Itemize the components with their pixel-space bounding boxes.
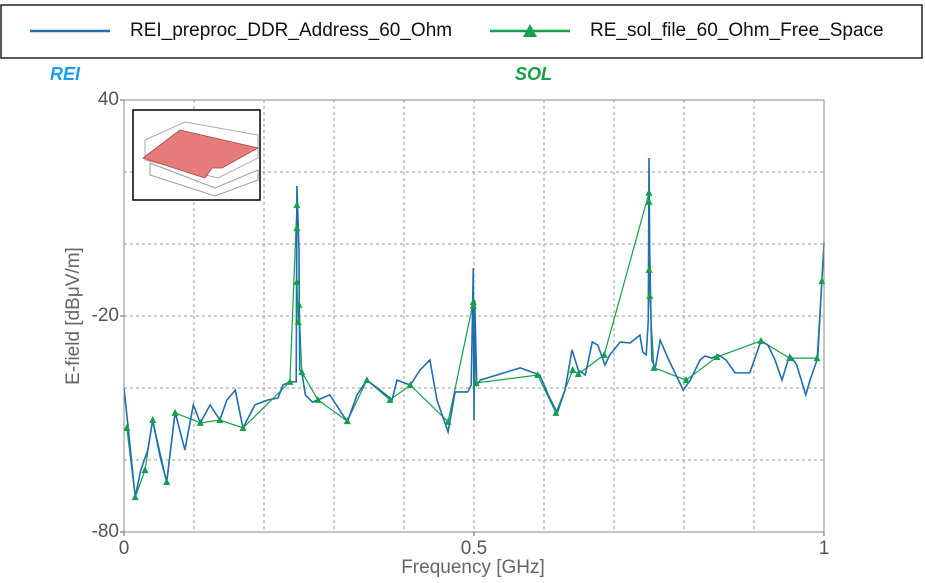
data-point	[713, 353, 721, 361]
data-point	[363, 376, 371, 384]
series-line	[123, 157, 825, 498]
data-point	[444, 417, 452, 425]
data-point	[534, 371, 542, 379]
legend-label: REI_preproc_DDR_Address_60_Ohm	[130, 20, 452, 41]
data-point	[600, 350, 608, 358]
data-point	[149, 416, 157, 424]
legend-box	[0, 4, 923, 59]
data-point	[646, 291, 654, 299]
data-point	[196, 418, 204, 426]
inset-image	[132, 109, 261, 201]
data-point	[123, 423, 131, 431]
data-point	[757, 336, 765, 344]
data-point	[216, 416, 224, 424]
data-point	[131, 493, 139, 501]
data-point	[552, 408, 560, 416]
data-point	[239, 423, 247, 431]
data-point	[141, 466, 149, 474]
data-point	[469, 301, 477, 309]
data-point	[293, 224, 301, 232]
y-tick-label: -20	[92, 305, 119, 326]
data-point	[574, 369, 582, 377]
data-point	[406, 381, 414, 389]
inset-box	[144, 121, 259, 179]
data-point	[650, 363, 658, 371]
data-point	[171, 408, 179, 416]
inset-outline	[149, 162, 259, 197]
data-point	[813, 354, 821, 362]
data-point	[472, 378, 480, 386]
data-point	[163, 477, 171, 485]
data-point	[786, 354, 794, 362]
data-point	[295, 300, 303, 308]
data-point	[294, 318, 302, 326]
y-axis-label: E-field [dBμV/m]	[63, 247, 84, 385]
x-axis-label: Frequency [GHz]	[401, 557, 545, 578]
data-point	[314, 395, 322, 403]
data-point	[645, 197, 653, 205]
data-point	[386, 395, 394, 403]
y-tick-label: -80	[92, 521, 119, 542]
annotation: SOL	[515, 64, 552, 84]
annotation: REI	[50, 64, 81, 84]
x-tick-label: 0	[119, 538, 130, 559]
x-tick-label: 1	[819, 538, 830, 559]
data-point	[343, 417, 351, 425]
legend-label: RE_sol_file_60_Ohm_Free_Space	[590, 20, 884, 41]
data-point	[569, 366, 577, 373]
data-point	[293, 278, 301, 286]
inset-board	[142, 129, 260, 179]
x-tick-label: 0.5	[461, 538, 487, 559]
data-point	[298, 368, 306, 376]
data-point	[645, 265, 653, 273]
data-point	[682, 376, 690, 384]
y-tick-label: 40	[98, 89, 119, 110]
data-point	[469, 297, 477, 305]
data-point	[286, 377, 294, 385]
legend-marker	[523, 24, 537, 37]
data-point	[645, 188, 653, 196]
data-point	[293, 201, 301, 209]
